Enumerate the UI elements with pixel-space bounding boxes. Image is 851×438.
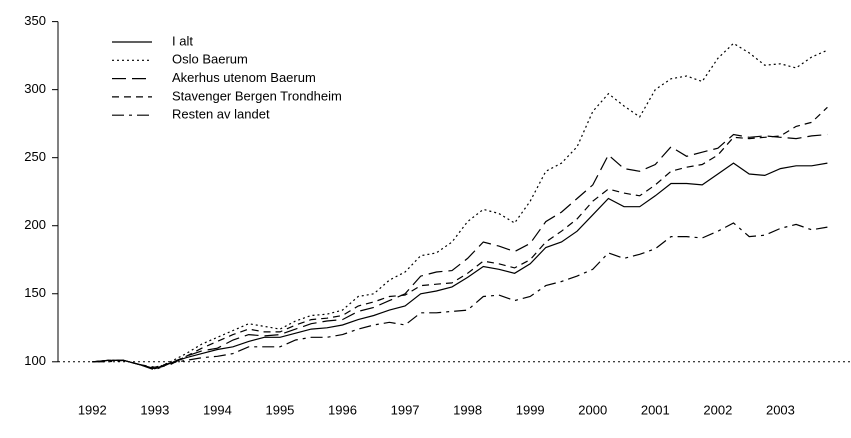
x-tick-label: 1998 <box>453 402 482 417</box>
series-line <box>92 133 828 370</box>
legend-label: Resten av landet <box>172 107 270 122</box>
series-line <box>92 162 828 370</box>
y-tick-label: 350 <box>24 13 46 28</box>
y-tick-label: 250 <box>24 149 46 164</box>
legend-label: Oslo Baerum <box>172 52 248 67</box>
x-tick-label: 1997 <box>391 402 420 417</box>
legend-label: Akerhus utenom Baerum <box>172 70 316 85</box>
legend-label: I alt <box>172 33 193 48</box>
y-tick-label: 200 <box>24 217 46 232</box>
y-tick-label: 300 <box>24 81 46 96</box>
x-tick-label: 2002 <box>703 402 732 417</box>
series-line <box>92 222 828 371</box>
x-tick-label: 2000 <box>578 402 607 417</box>
x-tick-label: 1995 <box>265 402 294 417</box>
legend-label: Stavenger Bergen Trondheim <box>172 88 342 103</box>
x-tick-label: 2001 <box>641 402 670 417</box>
x-tick-label: 1994 <box>203 402 232 417</box>
x-tick-label: 2003 <box>766 402 795 417</box>
x-tick-label: 1992 <box>78 402 107 417</box>
series-line <box>92 42 828 370</box>
x-tick-label: 1993 <box>140 402 169 417</box>
y-tick-label: 100 <box>24 353 46 368</box>
series-line <box>92 106 828 368</box>
x-tick-label: 1996 <box>328 402 357 417</box>
y-tick-label: 150 <box>24 285 46 300</box>
x-tick-label: 1999 <box>516 402 545 417</box>
